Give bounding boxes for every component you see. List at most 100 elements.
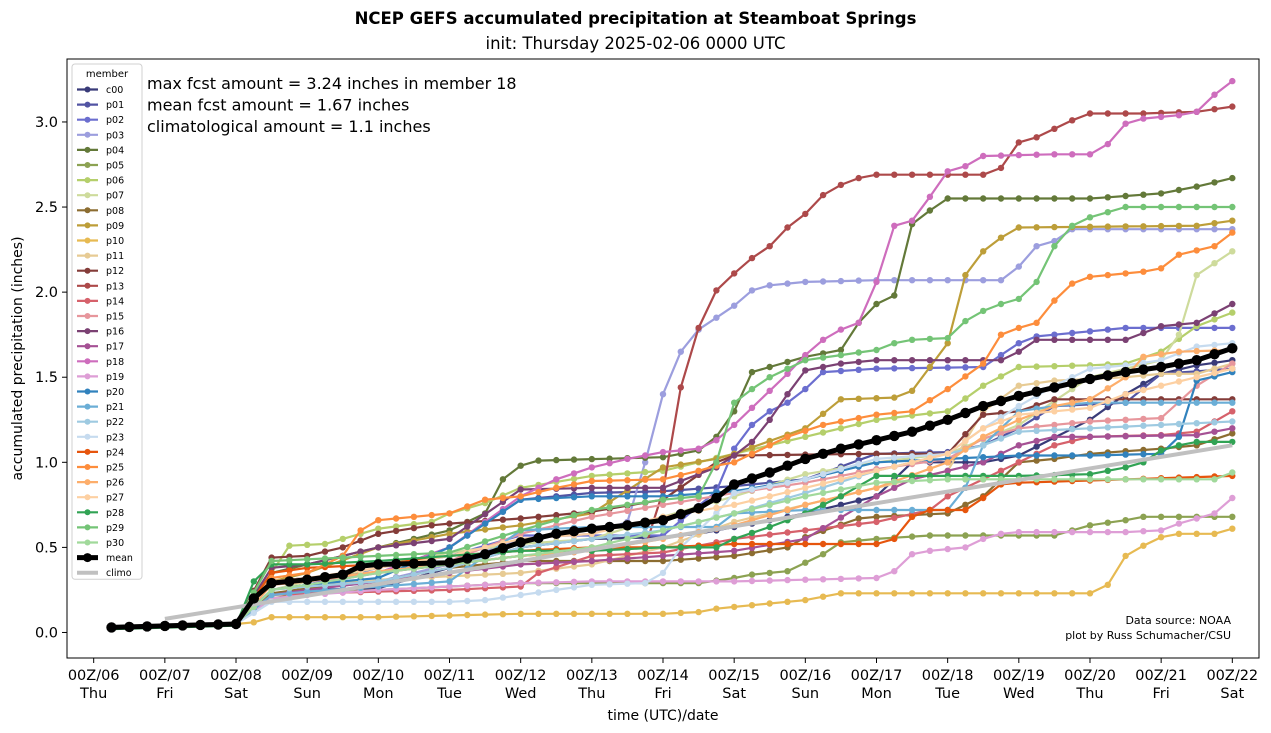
data-point-p22-53	[1051, 426, 1058, 434]
data-point-p08-31	[659, 557, 667, 565]
legend-label: p07	[106, 191, 124, 202]
data-point-mean-41	[835, 443, 847, 454]
data-point-p29-47	[944, 334, 951, 342]
data-point-p23-35	[731, 489, 738, 497]
data-point-p23-14	[357, 598, 364, 605]
data-point-p29-19	[446, 549, 453, 556]
data-point-p06-42	[855, 420, 862, 428]
data-point-p29-9	[268, 557, 275, 565]
data-point-p25-53	[1051, 297, 1058, 304]
legend-marker-p13	[84, 282, 91, 289]
data-point-p25-28	[606, 477, 613, 484]
series-p10	[108, 525, 1236, 631]
data-point-p29-20	[464, 543, 471, 551]
data-point-p28-43	[873, 472, 880, 480]
data-point-p04-37	[766, 363, 773, 371]
data-point-p17-61	[1193, 431, 1200, 439]
data-point-p22-25	[553, 539, 560, 547]
data-point-p16-30	[642, 484, 649, 491]
data-point-p27-61	[1193, 374, 1200, 381]
data-point-p30-48	[962, 476, 969, 483]
data-point-p10-15	[375, 614, 382, 621]
data-point-p10-47	[944, 590, 951, 597]
data-point-p30-55	[1086, 476, 1094, 483]
data-point-p10-56	[1104, 581, 1112, 588]
data-point-p13-45	[908, 171, 916, 178]
data-point-mean-14	[355, 560, 366, 572]
data-point-p05-46	[926, 532, 934, 539]
data-point-p06-13	[339, 535, 346, 543]
data-point-p05-48	[962, 532, 969, 539]
data-point-p23-62	[1211, 341, 1218, 349]
x-tick-label: 00Z/14	[637, 668, 689, 684]
data-point-p06-44	[891, 414, 898, 421]
data-point-p09-41	[837, 396, 845, 403]
data-point-p05-40	[819, 551, 827, 558]
data-point-p29-32	[677, 494, 684, 502]
data-point-p25-50	[997, 331, 1005, 338]
data-point-p18-56	[1104, 140, 1112, 148]
series-line-p29	[111, 205, 1233, 629]
data-point-p17-62	[1211, 428, 1218, 435]
data-point-mean-25	[551, 528, 562, 539]
data-point-p22-51	[1015, 428, 1022, 435]
data-point-p04-61	[1193, 183, 1200, 190]
data-point-p20-58	[1140, 451, 1147, 458]
data-point-p29-21	[481, 538, 489, 545]
data-point-p04-49	[980, 195, 987, 202]
data-point-p21-58	[1140, 399, 1147, 406]
legend-marker-p05	[84, 162, 91, 168]
legend-item-mean: mean	[77, 553, 133, 564]
data-point-mean-1	[124, 621, 135, 633]
data-point-p04-50	[997, 195, 1005, 202]
data-point-p11-21	[481, 571, 489, 578]
data-point-p08-33	[695, 555, 702, 562]
data-point-p24-9	[268, 569, 275, 577]
data-point-p17-27	[588, 557, 595, 565]
data-point-p23-22	[499, 594, 507, 601]
data-point-p14-27	[588, 552, 595, 560]
data-point-p29-60	[1175, 203, 1183, 211]
data-point-p26-54	[1069, 399, 1076, 406]
x-tick-label: 00Z/17	[851, 668, 903, 684]
data-point-p23-38	[784, 479, 791, 486]
data-point-p06-54	[1069, 362, 1076, 369]
data-point-p26-42	[855, 488, 862, 496]
data-point-p03-34	[713, 314, 720, 321]
data-point-p05-63	[1229, 513, 1236, 520]
data-point-p15-55	[1086, 418, 1094, 425]
data-point-mean-8	[248, 593, 259, 604]
data-point-p24-35	[731, 540, 738, 548]
x-tick-label: 00Z/22	[1206, 668, 1258, 684]
legend-label: p08	[106, 206, 124, 217]
data-point-p17-26	[570, 558, 578, 566]
x-tick-day-label: Sun	[792, 686, 820, 702]
data-point-p25-14	[357, 527, 364, 534]
data-point-p18-50	[997, 152, 1005, 159]
data-point-p20-56	[1104, 451, 1112, 459]
data-point-p14-44	[891, 514, 898, 522]
data-point-p20-24	[535, 495, 542, 503]
x-tick-label: 00Z/16	[779, 668, 831, 684]
data-point-p21-9	[268, 591, 275, 599]
data-point-p16-23	[517, 486, 524, 493]
data-point-p04-62	[1211, 179, 1218, 186]
data-point-p21-57	[1122, 399, 1129, 406]
data-point-mean-28	[604, 521, 615, 533]
data-point-p27-58	[1140, 386, 1147, 394]
data-point-p18-32	[677, 447, 684, 454]
legend-item-p07: p07	[77, 191, 124, 202]
data-point-p21-10	[286, 590, 293, 597]
data-point-p27-60	[1175, 378, 1183, 385]
legend-marker-p26	[84, 479, 91, 486]
data-point-p08-32	[677, 556, 684, 563]
data-point-p29-37	[766, 374, 773, 381]
data-point-mean-9	[266, 577, 277, 589]
data-point-p30-47	[944, 476, 951, 483]
data-point-p20-27	[588, 493, 595, 500]
legend-marker-p03	[84, 131, 91, 138]
data-point-p19-25	[553, 579, 560, 586]
data-point-p04-46	[926, 207, 934, 214]
data-point-p09-42	[855, 395, 862, 402]
